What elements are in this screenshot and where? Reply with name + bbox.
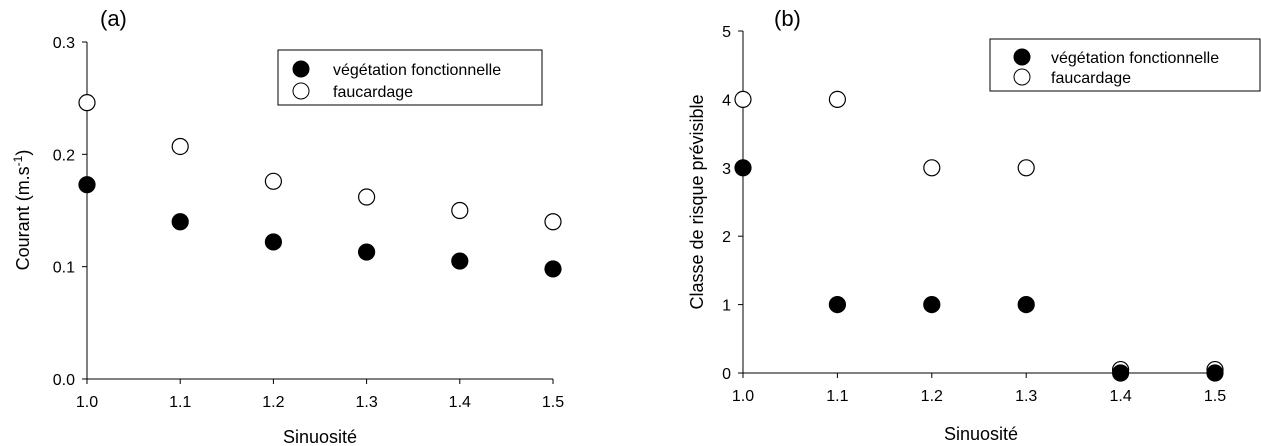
point-b-vegetation-4 [1111,364,1130,382]
point-a-vegetation-4 [451,252,469,270]
point-b-vegetation-3 [1017,296,1035,314]
y-tick-label-a-2: 0.2 [53,147,75,164]
point-b-vegetation-0 [734,159,752,177]
point-b-faucardage-2 [923,159,941,177]
x-tick-label-a-1: 1.1 [169,394,191,411]
legend-marker-open-a [292,82,310,100]
y-tick-label-b-0: 0 [722,366,731,383]
point-a-faucardage-0 [78,94,96,112]
legend-marker-filled-a [292,60,310,78]
data-points-b [734,90,1224,382]
y-tick-label-b-2: 2 [722,229,731,246]
axis-ticks-a: 1.0 1.1 1.2 1.3 1.4 1.5 0.0 0.1 0.2 0.3 [53,35,564,411]
point-a-faucardage-5 [544,213,562,231]
point-a-faucardage-2 [264,172,282,190]
y-axis-label-b: Classe de risque prévisible [687,94,707,309]
x-axis-label-a: Sinuosité [283,427,357,446]
point-a-faucardage-1 [171,137,189,156]
chart-panel-a: (a) 1.0 1.1 1.2 1.3 1.4 1.5 0.0 0.1 0.2 0.3 Sinuo… [11,6,564,446]
legend-label-filled-a: végétation fonctionnelle [333,62,501,79]
point-b-faucardage-0 [734,90,752,109]
legend-label-open-b: faucardage [1051,70,1131,87]
chart-panel-b: (b) 1.0 1.1 1.2 1.3 1.4 1.5 0 1 2 3 4 5 Sinuosité C… [687,6,1261,444]
legend-label-filled-b: végétation fonctionnelle [1051,50,1219,67]
point-b-faucardage-1 [828,90,847,109]
point-b-vegetation-1 [828,296,847,314]
x-tick-label-a-2: 1.2 [262,394,284,411]
y-tick-label-b-5: 5 [722,24,731,41]
legend-box-a [277,49,543,106]
legend-b: végétation fonctionnelle faucardage [989,38,1261,92]
point-a-faucardage-3 [358,188,376,206]
x-tick-label-b-1: 1.1 [826,388,848,405]
x-tick-label-a-5: 1.5 [542,394,564,411]
y-axis-label-a: Courant (m.s-1) [11,150,33,271]
y-tick-label-a-0: 0.0 [53,372,75,389]
x-axis-label-b: Sinuosité [944,424,1018,444]
data-points-a [78,94,562,278]
legend-marker-filled-b [1013,48,1031,66]
point-a-vegetation-0 [78,176,96,194]
x-tick-label-b-0: 1.0 [732,388,754,405]
y-tick-label-b-4: 4 [722,92,731,109]
legend-label-open-a: faucardage [333,84,413,101]
x-tick-label-a-3: 1.3 [355,394,377,411]
point-a-faucardage-4 [451,201,469,220]
axis-ticks-b: 1.0 1.1 1.2 1.3 1.4 1.5 0 1 2 3 4 5 [722,24,1226,405]
point-b-faucardage-3 [1017,159,1035,177]
y-tick-label-a-3: 0.3 [53,35,75,52]
point-a-vegetation-2 [264,233,282,251]
legend-a: végétation fonctionnelle faucardage [277,49,543,106]
legend-marker-open-b [1013,68,1031,86]
point-a-vegetation-5 [544,260,562,278]
y-tick-label-b-1: 1 [722,298,731,315]
x-tick-label-a-0: 1.0 [76,394,98,411]
y-tick-label-a-1: 0.1 [53,260,75,277]
x-tick-label-b-5: 1.5 [1204,388,1226,405]
point-b-vegetation-2 [923,296,941,314]
x-tick-label-b-3: 1.3 [1015,388,1037,405]
x-tick-label-b-2: 1.2 [921,388,943,405]
y-tick-label-b-3: 3 [722,161,731,178]
point-a-vegetation-1 [171,213,189,231]
point-b-vegetation-5 [1206,364,1224,382]
panel-label-b: (b) [774,6,801,31]
x-tick-label-a-4: 1.4 [449,394,471,411]
panel-label-a: (a) [100,6,127,31]
x-tick-label-b-4: 1.4 [1109,388,1131,405]
legend-box-b [989,38,1261,92]
point-a-vegetation-3 [358,243,376,261]
